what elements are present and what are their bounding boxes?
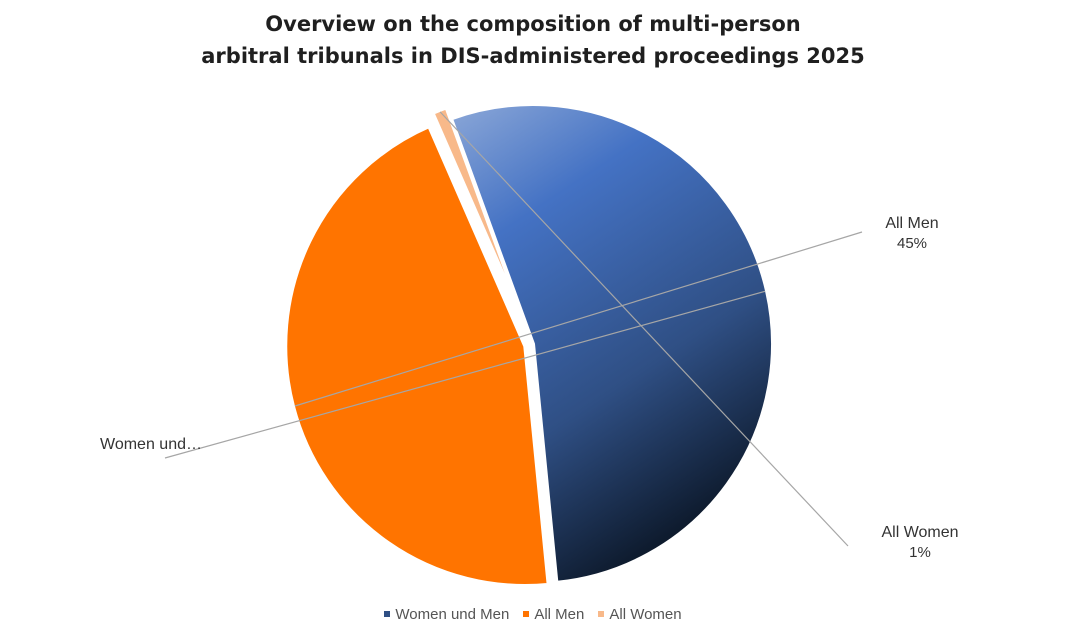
legend-swatch-all-women: [598, 611, 605, 618]
data-percent-all-women: 1%: [909, 544, 931, 561]
legend-label-all-women: All Women: [609, 606, 682, 623]
legend-label-all-men: All Men: [534, 606, 585, 623]
data-label-all-women: All Women: [881, 524, 958, 541]
pie-slice-women-und-men: [448, 102, 775, 585]
legend-swatch-all-men: [523, 611, 530, 618]
legend-item-women-und-men: Women und Men: [384, 606, 509, 623]
pie-slices: [283, 102, 775, 589]
leader-lines: [164, 111, 863, 547]
chart-title: Overview on the composition of multi-per…: [0, 8, 1066, 72]
data-label-all-men: All Men: [885, 215, 938, 232]
data-percent-all-men: 45%: [897, 235, 927, 252]
chart-title-line-1: Overview on the composition of multi-per…: [265, 12, 801, 36]
legend-label-women-und-men: Women und Men: [395, 606, 510, 623]
chart-title-line-2: arbitral tribunals in DIS-administered p…: [201, 44, 865, 68]
legend-item-all-men: All Men: [523, 606, 584, 623]
leader-line-women-und-men: [164, 290, 766, 459]
pie-slice-all-men: [283, 124, 551, 589]
legend-swatch-women-und-men: [384, 611, 391, 618]
leader-line-all-women: [439, 111, 849, 547]
leader-line-all-men: [294, 231, 863, 407]
legend: Women und Men All Men All Women: [0, 606, 1066, 623]
pie-slice-all-women: [430, 105, 531, 335]
legend-item-all-women: All Women: [598, 606, 682, 623]
data-label-women-und-men: Women und…: [100, 436, 202, 453]
data-labels: Women und… All Men 45% All Women 1%: [100, 215, 959, 561]
